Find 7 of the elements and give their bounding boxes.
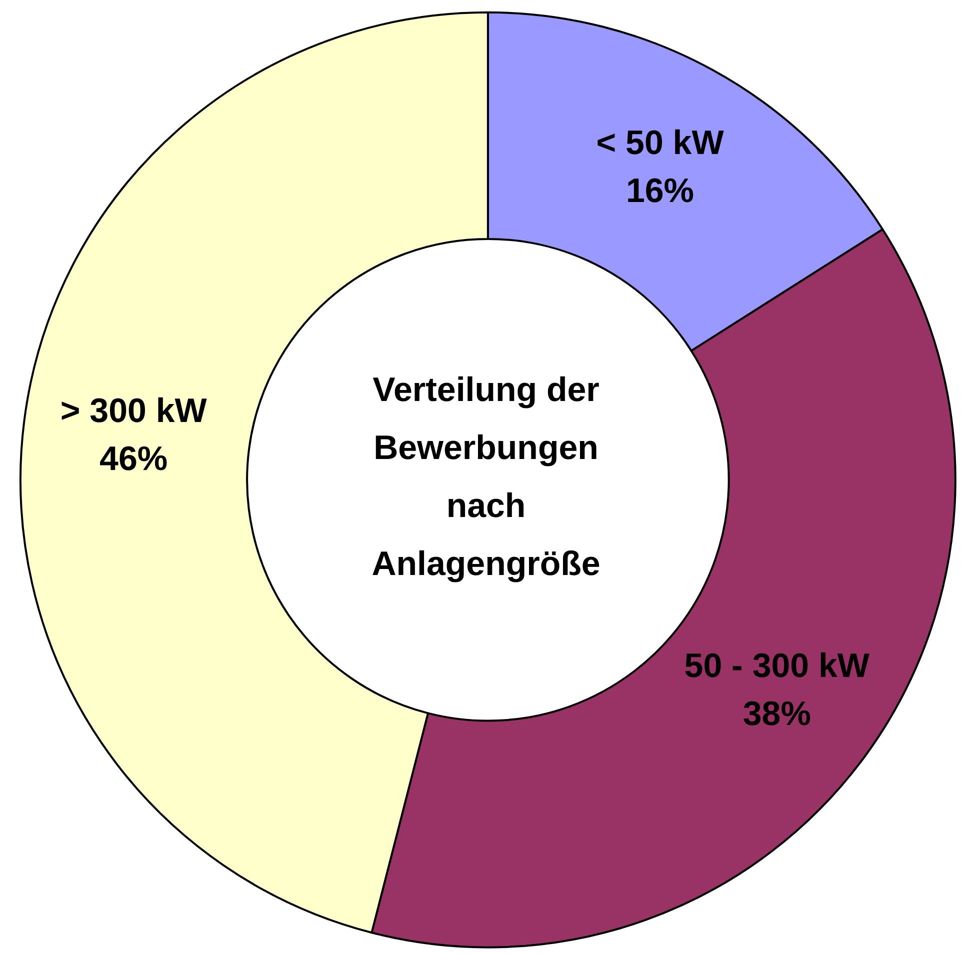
text: Verteilung der Bewerbungen nach Anlagengröße: [372, 371, 600, 583]
data-label: 16%: [626, 172, 694, 210]
slice-label: 50 - 300 kW: [684, 646, 870, 685]
slice-label: < 50 kW: [596, 124, 725, 162]
data-label: 38%: [742, 694, 811, 733]
data-label: 46%: [100, 440, 168, 478]
slice-label: > 300 kW: [60, 392, 208, 430]
